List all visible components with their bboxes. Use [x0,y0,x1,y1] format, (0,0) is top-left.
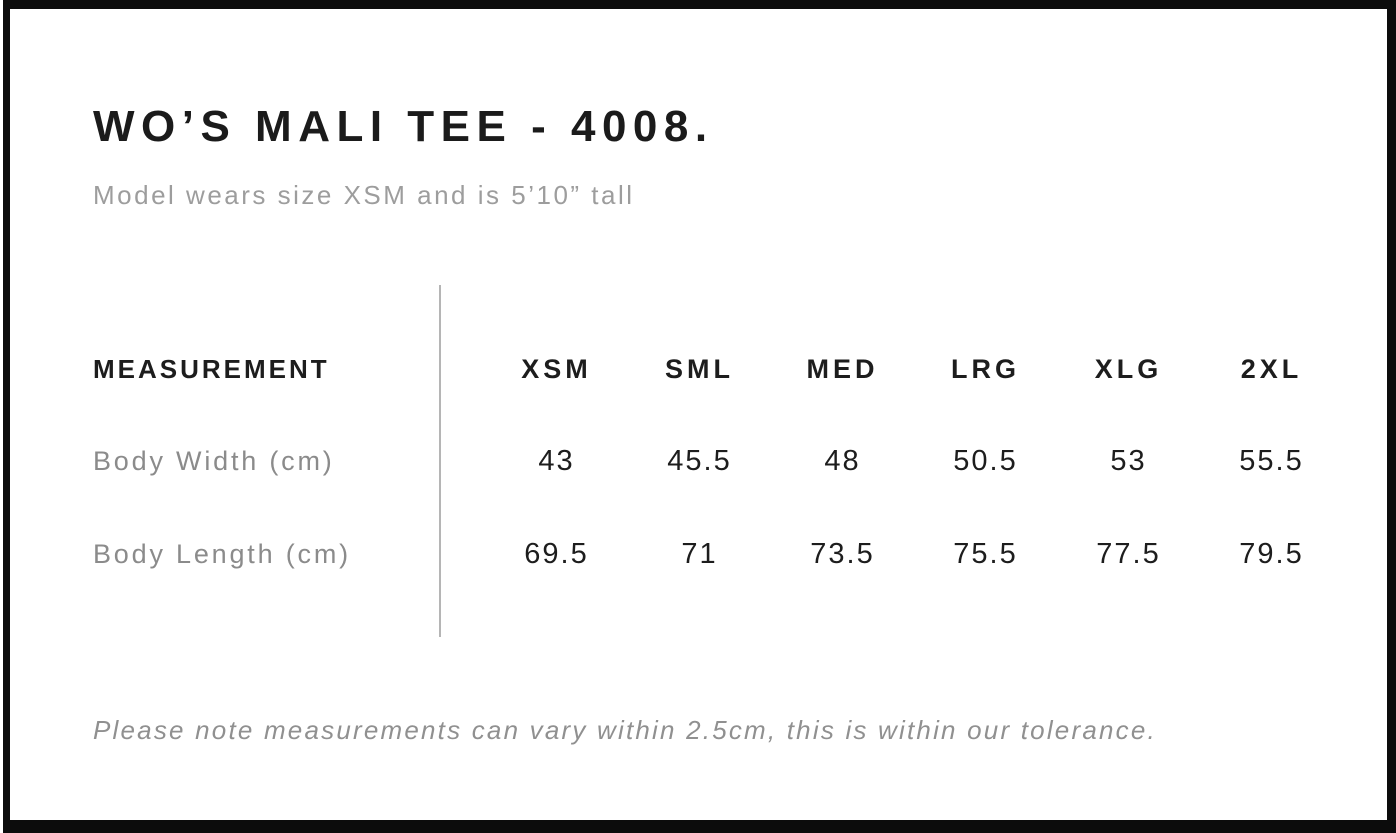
size-header-lrg: LRG [951,354,1020,384]
size-header-xlg: XLG [1094,354,1163,384]
size-header-2xl: 2XL [1240,354,1303,384]
model-size-note: Model wears size XSM and is 5’10” tall [93,180,635,210]
body-length-xsm: 69.5 [524,538,589,570]
body-width-med: 48 [824,445,861,477]
body-length-sml: 71 [681,538,718,570]
table-row-body-length: Body Length (cm) 69.5 71 73.5 75.5 77.5 … [93,539,1343,569]
row-label-body-length: Body Length (cm) [93,539,351,569]
body-length-xlg: 77.5 [1096,538,1161,570]
body-width-xlg: 53 [1110,445,1147,477]
body-length-lrg: 75.5 [953,538,1018,570]
tolerance-note: Please note measurements can vary within… [93,715,1157,745]
size-header-xsm: XSM [521,354,592,384]
size-header-sml: SML [665,354,734,384]
table-vertical-divider [439,285,441,637]
body-width-lrg: 50.5 [953,445,1018,477]
size-header-med: MED [806,354,879,384]
product-title: WO’S MALI TEE - 4008. [93,102,714,151]
body-width-xsm: 43 [538,445,575,477]
body-length-med: 73.5 [810,538,875,570]
measurement-column-header: MEASUREMENT [93,354,330,384]
row-label-body-width: Body Width (cm) [93,446,335,476]
body-length-2xl: 79.5 [1239,538,1304,570]
body-width-sml: 45.5 [667,445,732,477]
size-table-header-row: MEASUREMENT XSM SML MED LRG XLG 2XL [93,354,1343,384]
table-row-body-width: Body Width (cm) 43 45.5 48 50.5 53 55.5 [93,446,1343,476]
body-width-2xl: 55.5 [1239,445,1304,477]
